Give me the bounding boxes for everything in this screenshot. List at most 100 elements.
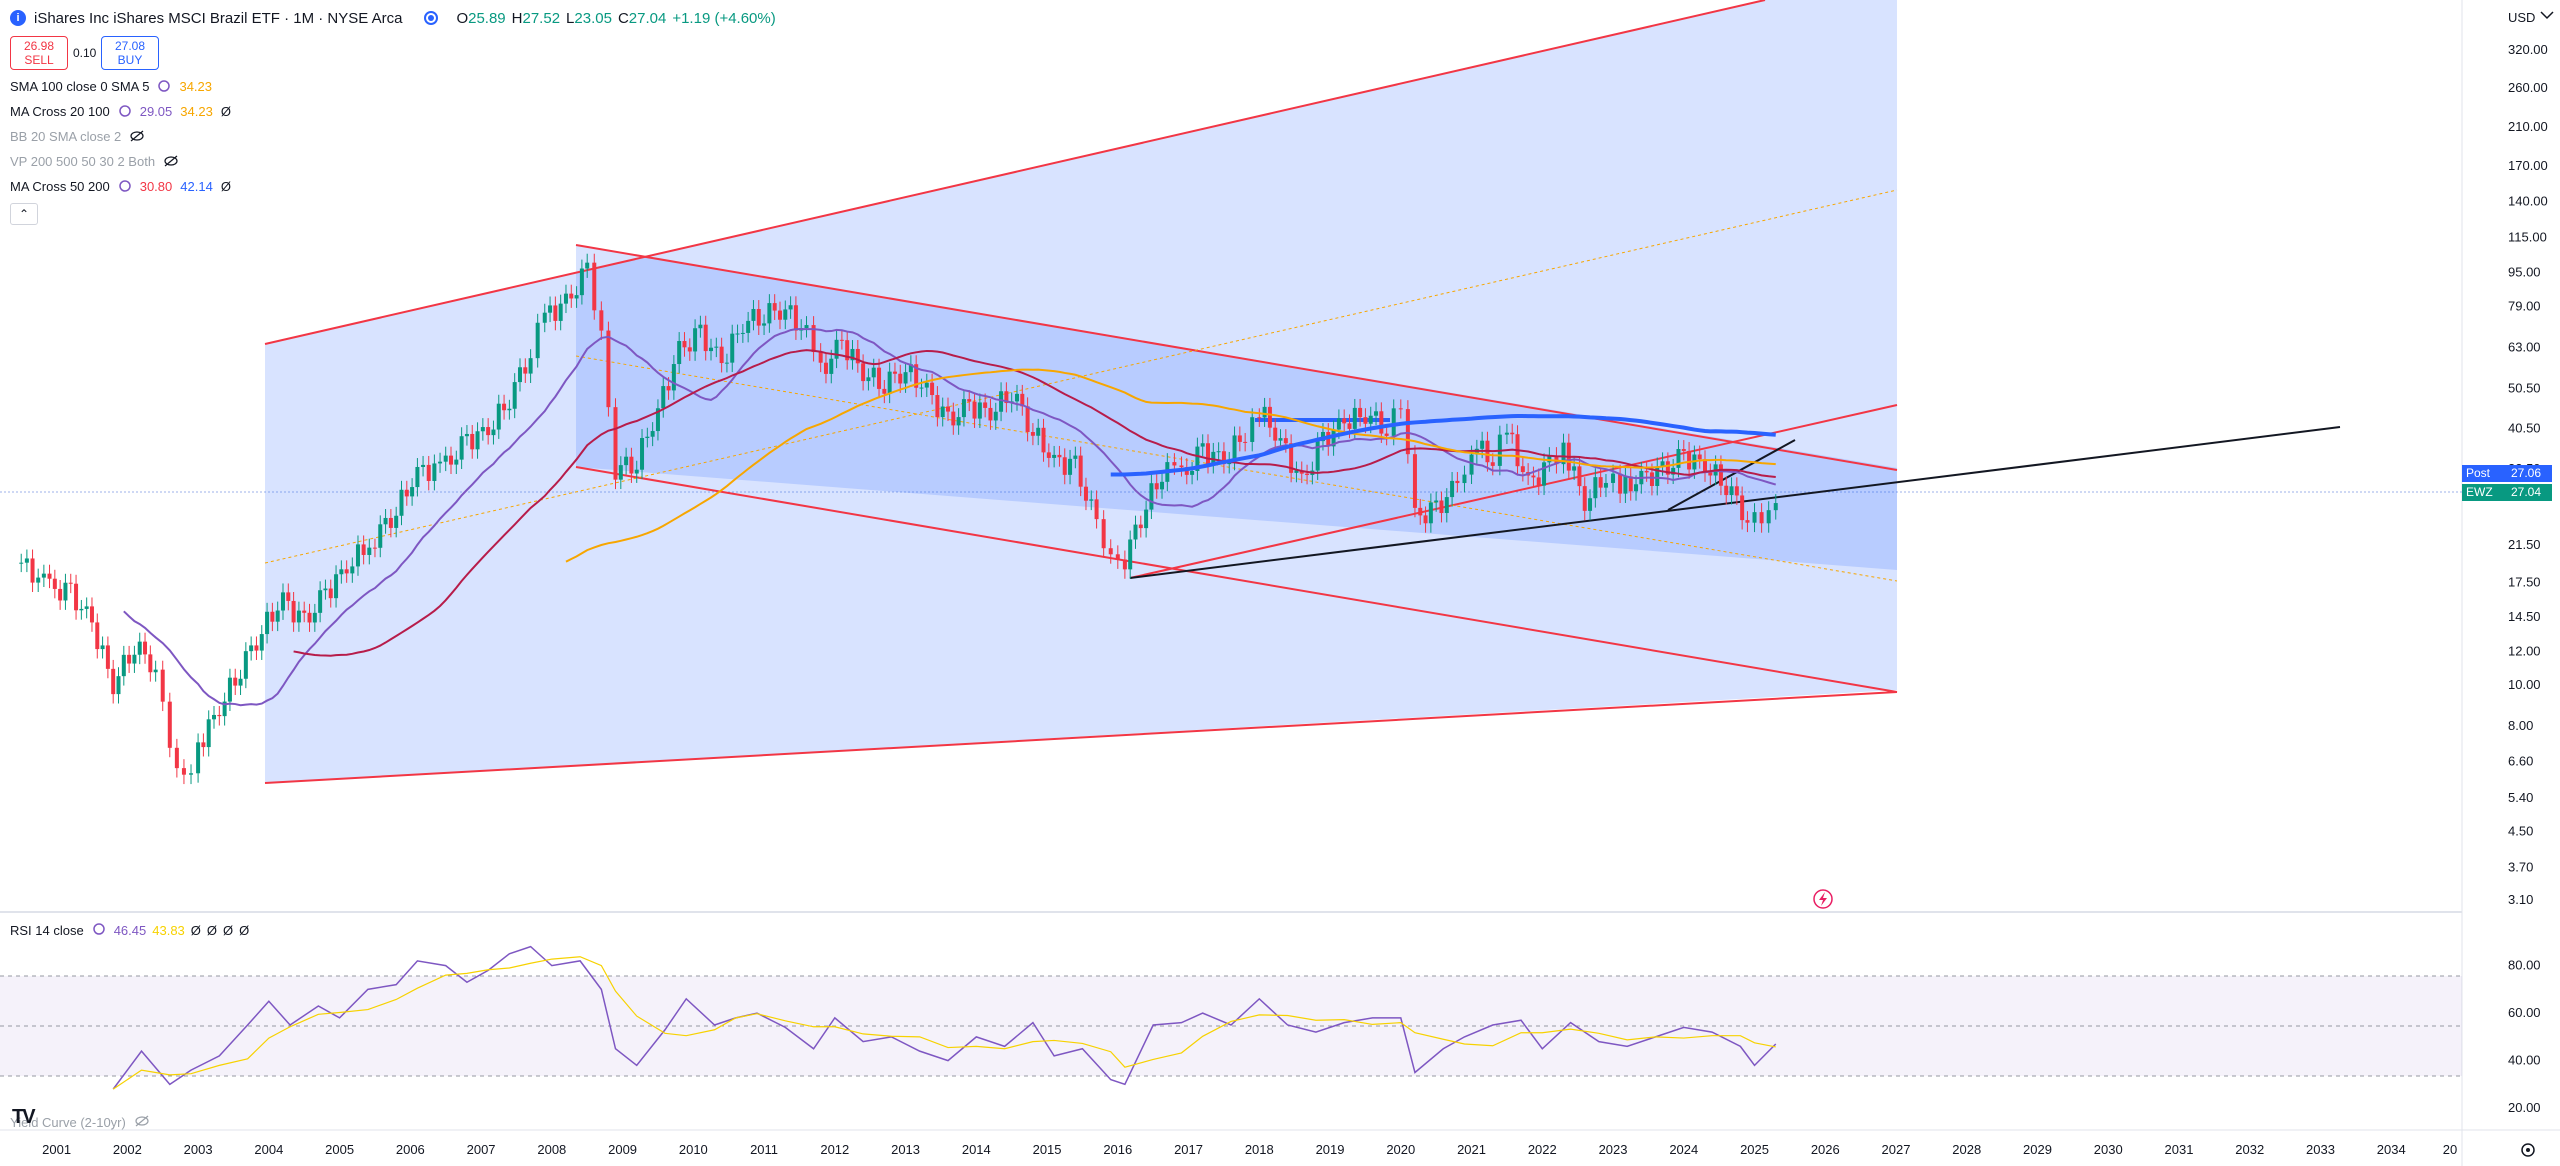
collapse-indicators-button[interactable]: ⌃ (10, 203, 38, 225)
symbol-label-tag: EWZ (2462, 484, 2507, 501)
candle (983, 393, 988, 418)
candle (1073, 446, 1078, 469)
candle (475, 422, 480, 459)
candle (634, 460, 639, 483)
indicator-name[interactable]: MA Cross 50 200 (10, 178, 110, 194)
settings-icon[interactable] (118, 179, 132, 193)
lightning-icon[interactable] (1813, 889, 1833, 909)
candle (443, 446, 448, 472)
candle (714, 337, 719, 358)
candle (1250, 408, 1255, 452)
candle (528, 349, 533, 383)
settings-icon[interactable] (92, 922, 106, 939)
candle (41, 564, 46, 587)
candle (703, 315, 708, 361)
market-status-icon[interactable] (424, 11, 439, 25)
candle (1611, 464, 1616, 493)
candle (523, 358, 528, 383)
settings-icon[interactable] (157, 79, 171, 93)
rsi-value: 43.83 (152, 922, 185, 938)
candle (592, 253, 597, 320)
ohlc-item: L23.05 (566, 10, 612, 27)
candle (698, 315, 703, 338)
price-axis-label: 210.00 (2508, 119, 2548, 134)
candle (480, 418, 485, 441)
candle (558, 294, 563, 331)
eye-hidden-icon[interactable] (163, 154, 178, 168)
candle (181, 759, 186, 785)
candle (1004, 382, 1009, 413)
time-axis-label: 2010 (679, 1142, 708, 1157)
rsi-axis: 80.00 60.00 40.00 20.00 (2508, 958, 2541, 1116)
indicator-value: Ø (220, 103, 231, 119)
ohlc-item: C27.04 (618, 10, 666, 27)
gear-icon[interactable] (2521, 1143, 2535, 1157)
time-axis-label: 2017 (1174, 1142, 1203, 1157)
tradingview-logo-icon[interactable]: TV (12, 1106, 36, 1128)
rsi-name[interactable]: RSI 14 close (10, 922, 84, 938)
indicator-legend-row[interactable]: BB 20 SMA close 2 (10, 126, 144, 146)
candle (233, 668, 238, 695)
time-axis-label: 2031 (2165, 1142, 2194, 1157)
eye-hidden-icon[interactable] (134, 1114, 150, 1131)
candle (793, 296, 798, 340)
time-axis-label: 2034 (2377, 1142, 2406, 1157)
candle (238, 669, 243, 695)
candle (1434, 491, 1439, 512)
candle (1572, 457, 1577, 481)
candle (1144, 500, 1149, 538)
candle (1398, 399, 1403, 419)
candle (956, 408, 961, 435)
time-axis-label: 2021 (1457, 1142, 1486, 1157)
candle (19, 553, 24, 573)
candle (834, 330, 839, 369)
symbol-logo-icon[interactable]: i (10, 10, 26, 26)
candle (1655, 457, 1660, 496)
candle (421, 455, 426, 477)
candle (1149, 474, 1154, 519)
ohlc-key: H (511, 9, 523, 27)
price-axis-label: 40.50 (2508, 421, 2541, 436)
candle (1450, 471, 1455, 507)
eye-hidden-icon[interactable] (129, 129, 144, 143)
indicator-name[interactable]: VP 200 500 50 30 2 Both (10, 153, 156, 169)
indicator-name[interactable]: BB 20 SMA close 2 (10, 128, 122, 144)
candle (1305, 464, 1310, 485)
candle (823, 353, 828, 384)
indicator-legend-row[interactable]: MA Cross 20 100 29.05 34.23 Ø (10, 101, 231, 121)
rsi-legend: RSI 14 close 46.45 43.83 Ø Ø Ø Ø (10, 920, 249, 940)
candle (574, 286, 579, 308)
candle (661, 377, 666, 418)
candle (1216, 442, 1221, 462)
sell-button[interactable]: 26.98 SELL (10, 36, 68, 70)
yield-curve-name[interactable]: Yield Curve (2-10yr) (10, 1114, 126, 1130)
candle (372, 538, 377, 558)
candle (1122, 550, 1127, 579)
time-axis-label: 20 (2443, 1142, 2457, 1157)
indicator-name[interactable]: MA Cross 20 100 (10, 103, 110, 119)
candle (1676, 440, 1681, 478)
time-axis-label: 2001 (42, 1142, 71, 1157)
candle (1374, 402, 1379, 426)
candle (693, 319, 698, 361)
time-axis-label: 2004 (254, 1142, 283, 1157)
candle (1257, 408, 1262, 427)
time-axis-label: 2013 (891, 1142, 920, 1157)
candle (148, 645, 153, 682)
indicator-name[interactable]: SMA 100 close 0 SMA 5 (10, 78, 150, 94)
candle (1634, 475, 1639, 501)
indicator-legend-row[interactable]: MA Cross 50 200 30.80 42.14 Ø (10, 176, 231, 196)
chevron-down-icon[interactable] (2540, 11, 2554, 20)
indicator-legend-row[interactable]: SMA 100 close 0 SMA 5 34.23 (10, 76, 212, 96)
settings-icon[interactable] (118, 104, 132, 118)
rsi-axis-label: 40.00 (2508, 1053, 2541, 1068)
candle (1046, 443, 1051, 468)
time-axis-label: 2020 (1386, 1142, 1415, 1157)
candle (548, 296, 553, 323)
candle (908, 355, 913, 382)
price-axis-label: 79.00 (2508, 298, 2541, 313)
buy-button[interactable]: 27.08 BUY (101, 36, 159, 70)
indicator-legend-row[interactable]: VP 200 500 50 30 2 Both (10, 151, 178, 171)
symbol-title[interactable]: iShares Inc iShares MSCI Brazil ETF · 1M… (34, 9, 403, 27)
